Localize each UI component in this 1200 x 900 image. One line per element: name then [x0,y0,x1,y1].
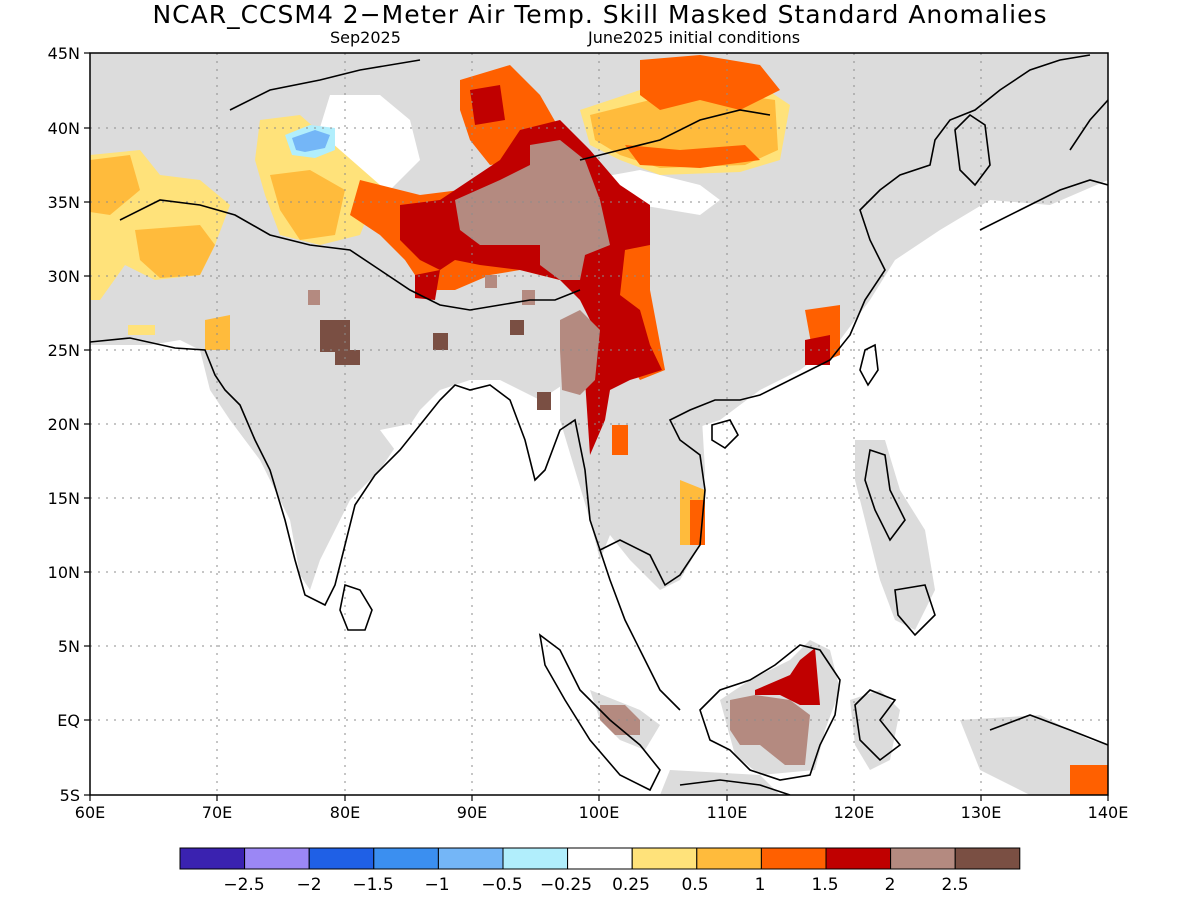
colorbar-label: 1.5 [811,875,838,895]
colorbar: −2.5 −2 −1.5 −1 −0.5 −0.25 0.25 0.5 1 1.… [179,847,1021,895]
lat-label: 20N [48,415,80,434]
map-title: NCAR_CCSM4 2−Meter Air Temp. Skill Maske… [152,0,1048,29]
lat-label: 35N [48,193,80,212]
lat-label: 5S [60,786,80,805]
anomaly-above-2.5 [320,320,551,410]
lat-label: 25N [48,341,80,360]
lat-label: 5N [58,637,80,656]
anomaly-2-2.5 [308,140,810,765]
lat-label: EQ [57,711,80,730]
lat-label: 45N [48,44,80,63]
lon-label: 100E [579,803,620,822]
forecast-month: Sep2025 [330,28,401,47]
lon-label: 90E [457,803,487,822]
colorbar-label: 1 [755,875,766,895]
lon-label: 120E [834,803,875,822]
lon-label: 70E [202,803,232,822]
colorbar-swatch [244,847,310,870]
colorbar-swatch [373,847,439,870]
lon-label: 110E [707,803,748,822]
colorbar-swatch [825,847,892,870]
colorbar-swatch [567,847,633,870]
colorbar-label: −1.5 [352,875,393,895]
colorbar-labels: −2.5 −2 −1.5 −1 −0.5 −0.25 0.25 0.5 1 1.… [223,875,968,895]
map-area [90,53,1108,795]
colorbar-swatch [760,847,827,870]
lon-label: 140E [1088,803,1129,822]
colorbar-label: −2 [296,875,321,895]
colorbar-label: 0.5 [681,875,708,895]
colorbar-swatch [954,847,1021,870]
colorbar-label: −1 [424,875,449,895]
colorbar-swatch [179,847,246,870]
lat-label: 40N [48,119,80,138]
colorbar-swatch [696,847,762,870]
lon-label: 80E [330,803,360,822]
colorbar-label: 2.5 [941,875,968,895]
gridlines [90,53,1108,795]
lon-axis: 60E 70E 80E 90E 100E 110E 120E 130E 140E [75,803,1129,822]
colorbar-swatch [890,847,956,870]
colorbar-label: −0.25 [540,875,592,895]
colorbar-label: 0.25 [612,875,650,895]
lon-label: 130E [961,803,1002,822]
colorbar-label: 2 [885,875,896,895]
initial-conditions: June2025 initial conditions [588,28,801,47]
coastlines [90,54,1108,795]
lat-label: 30N [48,267,80,286]
lon-label: 60E [75,803,105,822]
colorbar-swatch [437,847,504,870]
colorbar-swatch [502,847,569,870]
lat-label: 15N [48,489,80,508]
colorbar-swatches [179,847,1021,870]
lat-axis: 45N 40N 35N 30N 25N 20N 15N 10N 5N EQ 5S [48,44,80,805]
colorbar-label: −2.5 [223,875,264,895]
colorbar-swatch [308,847,375,870]
colorbar-swatch [631,847,698,870]
colorbar-label: −0.5 [481,875,522,895]
negative-anomaly [285,125,335,158]
tick-marks [84,52,1109,801]
lat-label: 10N [48,563,80,582]
